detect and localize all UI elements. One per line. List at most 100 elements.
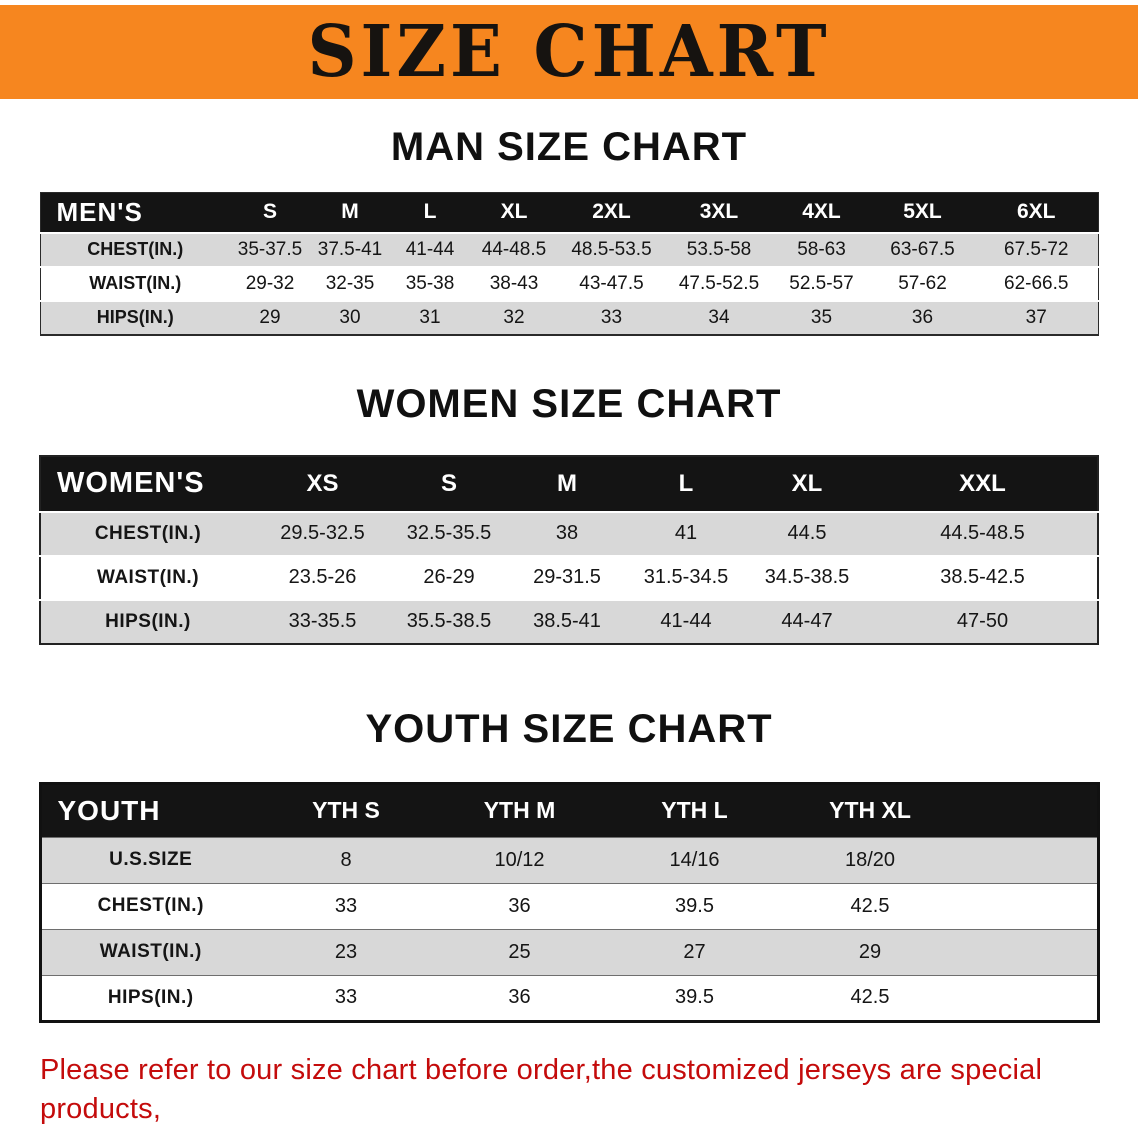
table-cell: 29 bbox=[782, 929, 958, 975]
women-size-header: M bbox=[508, 455, 626, 512]
women-size-header: S bbox=[390, 455, 508, 512]
youth-size-table: YOUTH YTH S YTH M YTH L YTH XL U.S.SIZE … bbox=[38, 781, 1100, 1023]
youth-size-header: YTH S bbox=[260, 783, 432, 837]
row-label: HIPS(IN.) bbox=[40, 599, 255, 644]
table-cell: 36 bbox=[432, 883, 607, 929]
men-waist-row: WAIST(IN.) 29-32 32-35 35-38 38-43 43-47… bbox=[40, 266, 1098, 301]
filler-cell bbox=[958, 975, 1098, 1021]
table-cell: 37 bbox=[975, 300, 1098, 335]
table-cell: 34.5-38.5 bbox=[746, 555, 868, 600]
row-label: CHEST(IN.) bbox=[40, 232, 230, 267]
youth-hips-row: HIPS(IN.) 33 36 39.5 42.5 bbox=[40, 975, 1098, 1021]
table-cell: 29.5-32.5 bbox=[255, 511, 390, 556]
table-cell: 58-63 bbox=[773, 232, 870, 267]
women-table-corner-label: WOMEN'S bbox=[40, 455, 255, 512]
men-header-row: MEN'S S M L XL 2XL 3XL 4XL 5XL 6XL bbox=[40, 192, 1098, 233]
table-cell: 57-62 bbox=[870, 266, 975, 301]
table-cell: 63-67.5 bbox=[870, 232, 975, 267]
table-cell: 18/20 bbox=[782, 837, 958, 883]
table-cell: 42.5 bbox=[782, 883, 958, 929]
table-cell: 41-44 bbox=[626, 599, 746, 644]
table-cell: 35.5-38.5 bbox=[390, 599, 508, 644]
row-label: CHEST(IN.) bbox=[40, 883, 260, 929]
table-cell: 14/16 bbox=[607, 837, 782, 883]
table-cell: 33-35.5 bbox=[255, 599, 390, 644]
youth-header-row: YOUTH YTH S YTH M YTH L YTH XL bbox=[40, 783, 1098, 837]
order-notice: Please refer to our size chart before or… bbox=[40, 1051, 1118, 1132]
women-waist-row: WAIST(IN.) 23.5-26 26-29 29-31.5 31.5-34… bbox=[40, 555, 1098, 600]
table-cell: 29-31.5 bbox=[508, 555, 626, 600]
table-cell: 34 bbox=[665, 300, 773, 335]
table-cell: 26-29 bbox=[390, 555, 508, 600]
notice-line-1: Please refer to our size chart before or… bbox=[40, 1053, 1043, 1125]
table-cell: 29 bbox=[230, 300, 310, 335]
youth-table-corner-label: YOUTH bbox=[40, 783, 260, 837]
table-cell: 37.5-41 bbox=[310, 232, 390, 267]
women-header-row: WOMEN'S XS S M L XL XXL bbox=[40, 455, 1098, 512]
table-cell: 41 bbox=[626, 511, 746, 556]
table-cell: 47-50 bbox=[868, 599, 1098, 644]
men-size-header: S bbox=[230, 192, 310, 233]
youth-size-header: YTH XL bbox=[782, 783, 958, 837]
women-size-header: XL bbox=[746, 455, 868, 512]
table-cell: 8 bbox=[260, 837, 432, 883]
women-size-header: XXL bbox=[868, 455, 1098, 512]
men-table-corner-label: MEN'S bbox=[40, 192, 230, 233]
table-cell: 62-66.5 bbox=[975, 266, 1098, 301]
page-title: SIZE CHART bbox=[307, 10, 831, 94]
table-cell: 25 bbox=[432, 929, 607, 975]
table-cell: 44-47 bbox=[746, 599, 868, 644]
youth-waist-row: WAIST(IN.) 23 25 27 29 bbox=[40, 929, 1098, 975]
table-cell: 47.5-52.5 bbox=[665, 266, 773, 301]
women-size-table: WOMEN'S XS S M L XL XXL CHEST(IN.) 29.5-… bbox=[39, 454, 1099, 645]
table-cell: 38 bbox=[508, 511, 626, 556]
table-cell: 41-44 bbox=[390, 232, 470, 267]
youth-size-header: YTH M bbox=[432, 783, 607, 837]
table-cell: 43-47.5 bbox=[558, 266, 665, 301]
row-label: WAIST(IN.) bbox=[40, 266, 230, 301]
table-cell: 44.5 bbox=[746, 511, 868, 556]
men-size-header: 2XL bbox=[558, 192, 665, 233]
youth-chest-row: CHEST(IN.) 33 36 39.5 42.5 bbox=[40, 883, 1098, 929]
row-label: U.S.SIZE bbox=[40, 837, 260, 883]
table-cell: 36 bbox=[432, 975, 607, 1021]
table-cell: 38-43 bbox=[470, 266, 558, 301]
table-cell: 44-48.5 bbox=[470, 232, 558, 267]
table-cell: 31 bbox=[390, 300, 470, 335]
table-cell: 35-38 bbox=[390, 266, 470, 301]
men-section-title: MAN SIZE CHART bbox=[390, 125, 748, 169]
table-cell: 32.5-35.5 bbox=[390, 511, 508, 556]
youth-ussize-row: U.S.SIZE 8 10/12 14/16 18/20 bbox=[40, 837, 1098, 883]
table-cell: 42.5 bbox=[782, 975, 958, 1021]
men-size-header: 4XL bbox=[773, 192, 870, 233]
youth-section-title: YOUTH SIZE CHART bbox=[365, 706, 773, 751]
table-cell: 33 bbox=[558, 300, 665, 335]
table-cell: 44.5-48.5 bbox=[868, 511, 1098, 556]
table-cell: 30 bbox=[310, 300, 390, 335]
filler-cell bbox=[958, 883, 1098, 929]
men-size-header: XL bbox=[470, 192, 558, 233]
men-chest-row: CHEST(IN.) 35-37.5 37.5-41 41-44 44-48.5… bbox=[40, 232, 1098, 267]
men-size-header: 5XL bbox=[870, 192, 975, 233]
table-cell: 23.5-26 bbox=[255, 555, 390, 600]
women-size-header: XS bbox=[255, 455, 390, 512]
youth-section: YOUTH SIZE CHART YOUTH YTH S YTH M YTH L… bbox=[0, 707, 1138, 1023]
banner: SIZE CHART bbox=[0, 5, 1138, 99]
table-cell: 39.5 bbox=[607, 883, 782, 929]
women-hips-row: HIPS(IN.) 33-35.5 35.5-38.5 38.5-41 41-4… bbox=[40, 599, 1098, 644]
men-hips-row: HIPS(IN.) 29 30 31 32 33 34 35 36 37 bbox=[40, 300, 1098, 335]
men-size-header: L bbox=[390, 192, 470, 233]
table-cell: 32-35 bbox=[310, 266, 390, 301]
men-size-header: 3XL bbox=[665, 192, 773, 233]
women-section-title: WOMEN SIZE CHART bbox=[356, 381, 782, 426]
men-size-header: 6XL bbox=[975, 192, 1098, 233]
table-cell: 33 bbox=[260, 883, 432, 929]
table-cell: 36 bbox=[870, 300, 975, 335]
men-size-header: M bbox=[310, 192, 390, 233]
table-cell: 27 bbox=[607, 929, 782, 975]
filler-cell bbox=[958, 929, 1098, 975]
table-cell: 52.5-57 bbox=[773, 266, 870, 301]
table-cell: 10/12 bbox=[432, 837, 607, 883]
table-cell: 38.5-42.5 bbox=[868, 555, 1098, 600]
